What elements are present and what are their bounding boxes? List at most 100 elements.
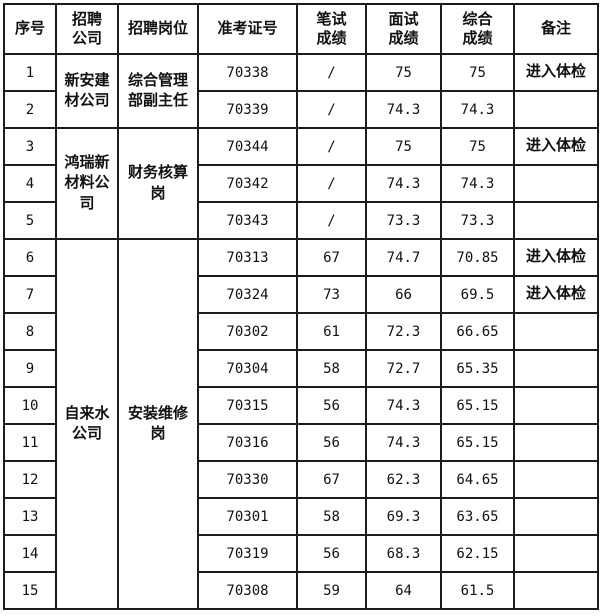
cell-interview-score: 74.3: [365, 90, 442, 129]
table-row: 1 新安建材公司 综合管理部副主任 70338 / 75 75 进入体检: [3, 53, 599, 129]
cell-written-score: 58: [296, 497, 367, 536]
table-row: 5 70343 / 73.3 73.3: [3, 201, 599, 240]
cell-ticket: 70344: [197, 127, 298, 166]
cell-position: 财务核算岗: [117, 127, 199, 240]
table-row: 2 70339 / 74.3 74.3: [3, 90, 599, 129]
cell-ticket: 70313: [197, 238, 298, 277]
cell-interview-score: 74.3: [365, 423, 442, 462]
table-row: 15 70308 59 64 61.5: [3, 571, 599, 610]
cell-interview-score: 72.3: [365, 312, 442, 351]
cell-note: 进入体检: [513, 127, 599, 166]
cell-company: 鸿瑞新材料公司: [55, 127, 119, 240]
cell-note: [513, 571, 599, 610]
table-row: 7 70324 73 66 69.5 进入体检: [3, 275, 599, 314]
cell-interview-score: 74.7: [365, 238, 442, 277]
cell-written-score: 61: [296, 312, 367, 351]
cell-serial: 10: [3, 386, 57, 425]
cell-written-score: /: [296, 90, 367, 129]
table-row: 6 自来水公司 安装维修岗 70313 67 74.7 70.85 进入体检: [3, 238, 599, 610]
cell-interview-score: 73.3: [365, 201, 442, 240]
cell-written-score: 58: [296, 349, 367, 388]
cell-note: [513, 534, 599, 573]
cell-company: 新安建材公司: [55, 53, 119, 129]
col-header-written-score: 笔试 成绩: [296, 3, 367, 55]
cell-serial: 2: [3, 90, 57, 129]
table-row: 4 70342 / 74.3 74.3: [3, 164, 599, 203]
cell-serial: 9: [3, 349, 57, 388]
cell-ticket: 70302: [197, 312, 298, 351]
cell-written-score: 59: [296, 571, 367, 610]
col-header-serial: 序号: [3, 3, 57, 55]
cell-serial: 13: [3, 497, 57, 536]
cell-overall-score: 63.65: [440, 497, 515, 536]
cell-ticket: 70315: [197, 386, 298, 425]
cell-serial: 4: [3, 164, 57, 203]
table-row: 3 鸿瑞新材料公司 财务核算岗 70344 / 75 75 进入体检: [3, 127, 599, 240]
cell-note: 进入体检: [513, 275, 599, 314]
table-row: 12 70330 67 62.3 64.65: [3, 460, 599, 499]
cell-interview-score: 74.3: [365, 164, 442, 203]
cell-note: [513, 164, 599, 203]
cell-ticket: 70324: [197, 275, 298, 314]
table-row: 8 70302 61 72.3 66.65: [3, 312, 599, 351]
cell-written-score: 73: [296, 275, 367, 314]
col-header-ticket: 准考证号: [197, 3, 298, 55]
cell-ticket: 70308: [197, 571, 298, 610]
cell-overall-score: 74.3: [440, 90, 515, 129]
cell-note: [513, 201, 599, 240]
cell-serial: 8: [3, 312, 57, 351]
cell-overall-score: 73.3: [440, 201, 515, 240]
cell-ticket: 70319: [197, 534, 298, 573]
header-row: 序号 招聘 公司 招聘岗位 准考证号 笔试 成绩 面试 成绩 综合 成绩 备注: [3, 3, 599, 55]
cell-note: [513, 349, 599, 388]
cell-company: 自来水公司: [55, 238, 119, 610]
cell-serial: 1: [3, 53, 57, 92]
cell-interview-score: 74.3: [365, 386, 442, 425]
col-header-interview-score: 面试 成绩: [365, 3, 442, 55]
table-row: 9 70304 58 72.7 65.35: [3, 349, 599, 388]
cell-written-score: 56: [296, 423, 367, 462]
cell-note: 进入体检: [513, 238, 599, 277]
cell-note: 进入体检: [513, 53, 599, 92]
cell-overall-score: 69.5: [440, 275, 515, 314]
cell-note: [513, 90, 599, 129]
cell-serial: 6: [3, 238, 57, 277]
table-row: 11 70316 56 74.3 65.15: [3, 423, 599, 462]
cell-interview-score: 69.3: [365, 497, 442, 536]
cell-note: [513, 312, 599, 351]
cell-serial: 14: [3, 534, 57, 573]
cell-overall-score: 61.5: [440, 571, 515, 610]
cell-position: 综合管理部副主任: [117, 53, 199, 129]
cell-ticket: 70343: [197, 201, 298, 240]
cell-interview-score: 68.3: [365, 534, 442, 573]
cell-ticket: 70304: [197, 349, 298, 388]
cell-interview-score: 62.3: [365, 460, 442, 499]
table-row: 13 70301 58 69.3 63.65: [3, 497, 599, 536]
cell-note: [513, 423, 599, 462]
cell-written-score: 56: [296, 534, 367, 573]
cell-overall-score: 65.15: [440, 423, 515, 462]
cell-interview-score: 64: [365, 571, 442, 610]
cell-written-score: /: [296, 127, 367, 166]
cell-serial: 15: [3, 571, 57, 610]
table-row: 14 70319 56 68.3 62.15: [3, 534, 599, 573]
cell-written-score: /: [296, 164, 367, 203]
recruitment-score-table: 序号 招聘 公司 招聘岗位 准考证号 笔试 成绩 面试 成绩 综合 成绩 备注 …: [3, 3, 599, 610]
cell-ticket: 70339: [197, 90, 298, 129]
col-header-position: 招聘岗位: [117, 3, 199, 55]
cell-note: [513, 460, 599, 499]
cell-ticket: 70342: [197, 164, 298, 203]
cell-overall-score: 65.15: [440, 386, 515, 425]
cell-serial: 3: [3, 127, 57, 166]
cell-overall-score: 75: [440, 127, 515, 166]
cell-written-score: 67: [296, 460, 367, 499]
cell-interview-score: 75: [365, 127, 442, 166]
cell-written-score: /: [296, 53, 367, 92]
cell-note: [513, 497, 599, 536]
col-header-overall-score: 综合 成绩: [440, 3, 515, 55]
cell-ticket: 70338: [197, 53, 298, 92]
cell-overall-score: 62.15: [440, 534, 515, 573]
cell-written-score: /: [296, 201, 367, 240]
cell-written-score: 67: [296, 238, 367, 277]
